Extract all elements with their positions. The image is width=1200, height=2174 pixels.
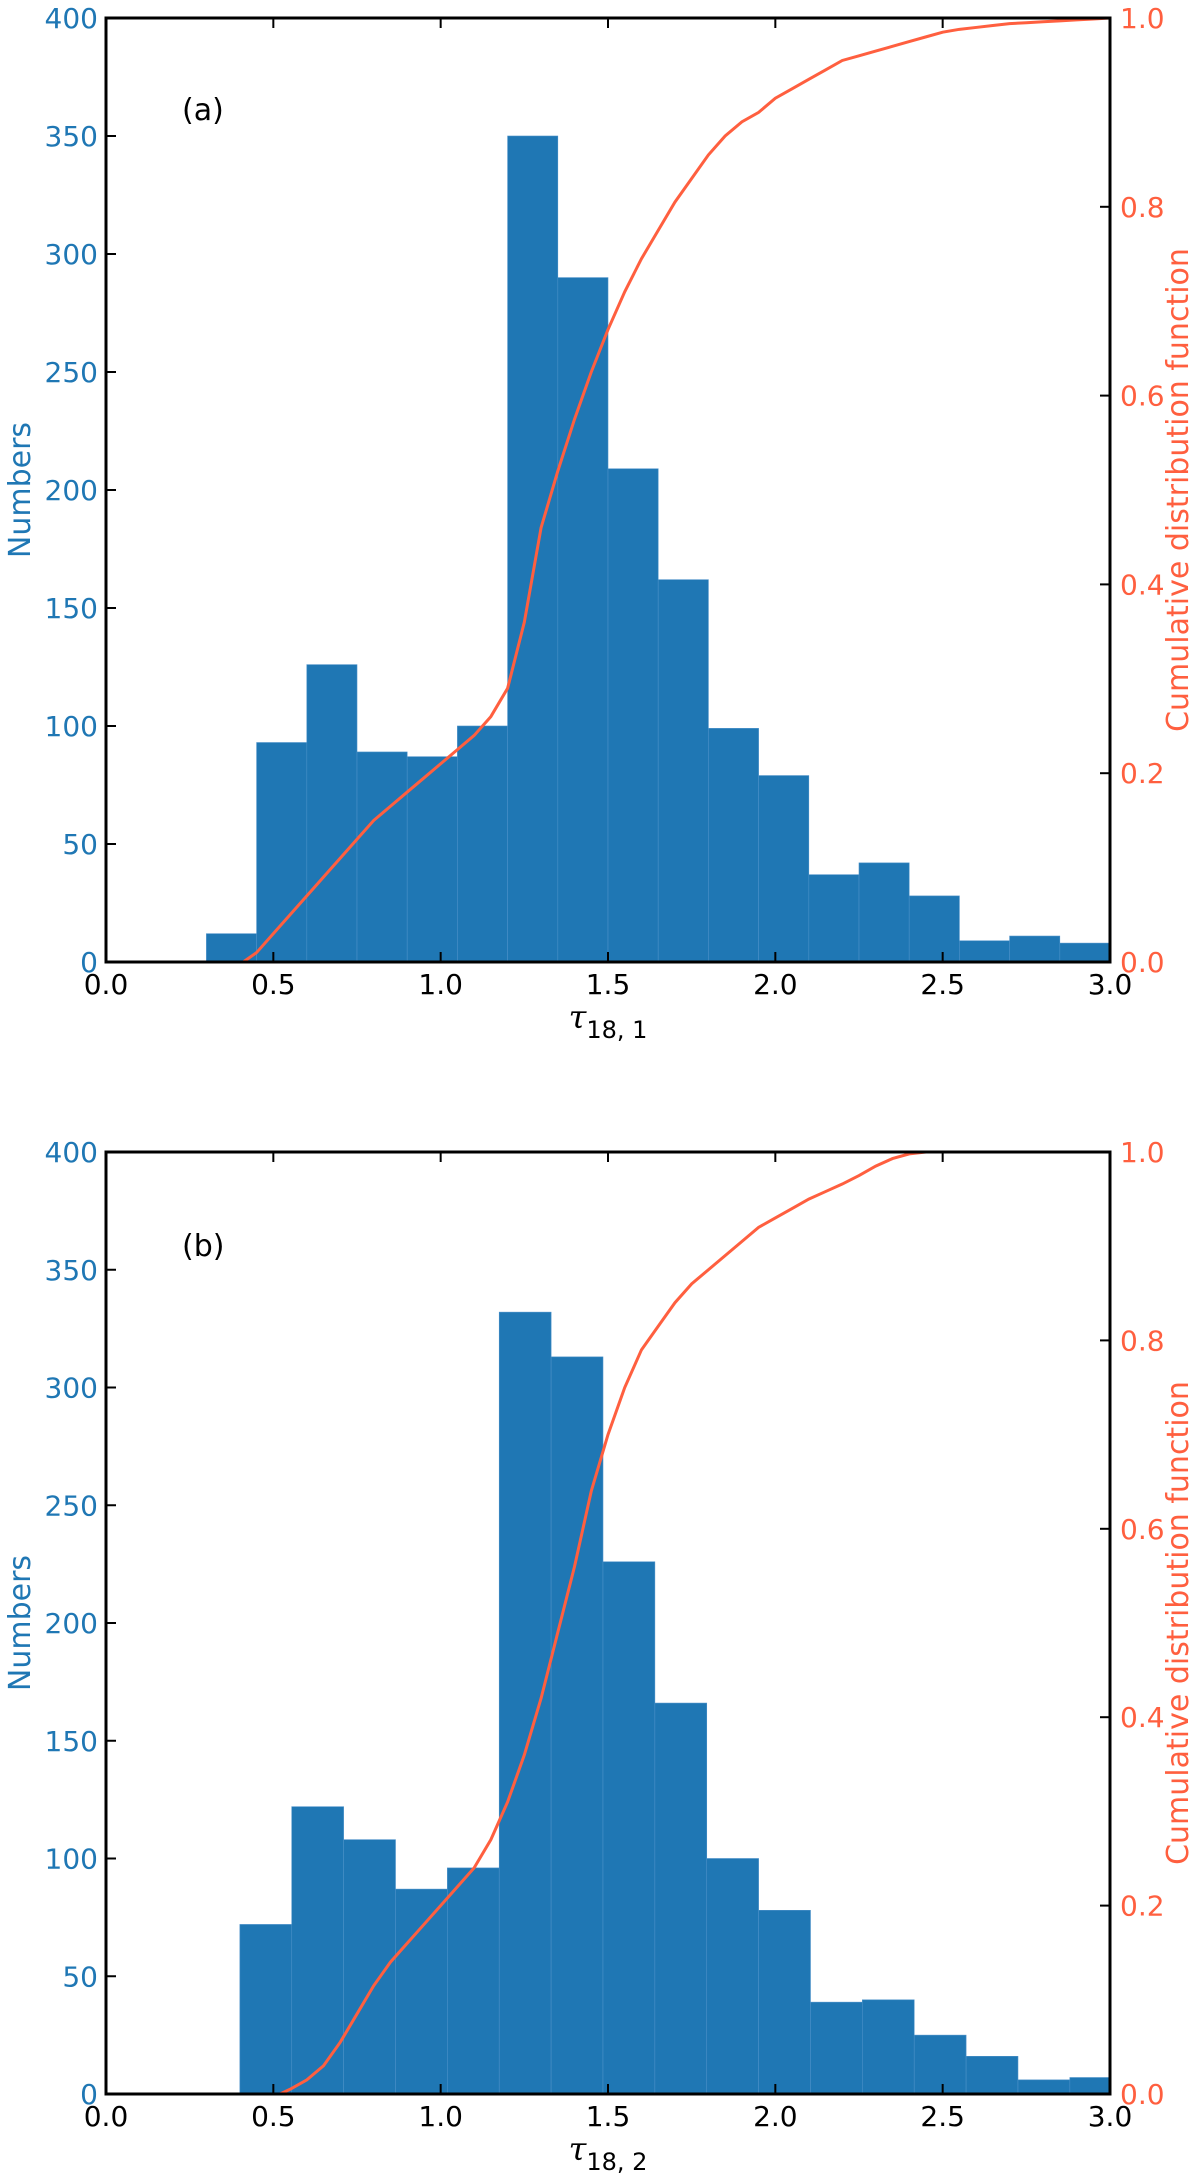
- x-tick-label: 0.0: [84, 968, 129, 1001]
- y-axis-label-left: Numbers: [3, 1555, 38, 1691]
- histogram-bar: [550, 1356, 604, 2094]
- y-tick-label-left: 0: [80, 2078, 98, 2111]
- chart-panel-b: 0.0 0.5 1.0 1.5 2.0 2.5 3.0 0 50 100 150 200 250 300 3…: [3, 1136, 1196, 2174]
- histogram-bars: [206, 135, 1110, 962]
- histogram-bar: [708, 728, 759, 962]
- y-axis-label-left: Numbers: [3, 422, 38, 558]
- y-tick-label-right: 0.8: [1120, 1324, 1165, 1357]
- histogram-bar: [356, 751, 408, 962]
- histogram-bar: [1069, 2077, 1110, 2094]
- histogram-bar: [1059, 942, 1110, 962]
- x-tick-label: 2.0: [753, 968, 798, 1001]
- y-axis-label-right: Cumulative distribution function: [1161, 1381, 1196, 1865]
- histogram-bar: [256, 742, 308, 962]
- y-tick-label-right: 0.4: [1120, 1701, 1165, 1734]
- x-tick-label: 1.5: [586, 2100, 631, 2133]
- histogram-bar: [810, 2001, 863, 2094]
- histogram-bar: [306, 664, 358, 962]
- y-tick-label-right: 0.2: [1120, 757, 1165, 790]
- histogram-bar: [291, 1806, 344, 2094]
- histogram-bar: [965, 2056, 1019, 2094]
- x-axis-label-subscript: 18, 1: [586, 1016, 647, 1044]
- x-tick-label: 2.0: [753, 2100, 798, 2133]
- y-tick-label-right: 1.0: [1120, 2, 1165, 35]
- histogram-bar: [239, 1924, 293, 2094]
- x-axis-label: τ18, 2: [569, 2130, 648, 2174]
- histogram-bar: [862, 1999, 915, 2094]
- histogram-bar: [706, 1858, 759, 2094]
- y-tick-label-left: 150: [45, 592, 98, 625]
- histogram-bar: [447, 1867, 500, 2094]
- histogram-bar: [758, 775, 810, 962]
- histogram-bar: [498, 1311, 552, 2094]
- histogram-bar: [808, 874, 860, 962]
- histogram-bar: [507, 135, 559, 962]
- histogram-bars: [239, 1311, 1110, 2094]
- y-tick-label-left: 200: [45, 1607, 98, 1640]
- y-tick-label-left: 350: [45, 120, 98, 153]
- y-tick-label-right: 0.6: [1120, 380, 1165, 413]
- y-axis-label-right: Cumulative distribution function: [1161, 248, 1196, 732]
- x-tick-label: 0.0: [84, 2100, 129, 2133]
- cdf-line: [242, 18, 1110, 962]
- x-tick-label: 2.5: [920, 2100, 965, 2133]
- y-tick-label-right: 0.4: [1120, 568, 1165, 601]
- y-tick-label-left: 350: [45, 1254, 98, 1287]
- x-tick-label: 1.0: [418, 968, 463, 1001]
- x-tick-label: 1.5: [586, 968, 631, 1001]
- x-tick-label: 0.5: [251, 2100, 296, 2133]
- y-tick-label-left: 250: [45, 356, 98, 389]
- histogram-bar: [395, 1888, 448, 2094]
- y-tick-label-left: 50: [62, 828, 98, 861]
- y-tick-label-right: 0.8: [1120, 191, 1165, 224]
- y-tick-label-left: 200: [45, 474, 98, 507]
- y-tick-label-left: 400: [45, 1136, 98, 1169]
- y-tick-label-right: 0.0: [1120, 2078, 1165, 2111]
- histogram-bar: [654, 1702, 708, 2094]
- y-tick-label-left: 150: [45, 1725, 98, 1758]
- x-axis-label: τ18, 1: [569, 998, 648, 1044]
- histogram-bar: [913, 2034, 967, 2094]
- chart-panel-a: 0.0 0.5 1.0 1.5 2.0 2.5 3.0 0 50 100 150 200 250 300 3…: [3, 2, 1196, 1044]
- x-axis-label-subscript: 18, 2: [586, 2148, 647, 2174]
- y-tick-label-right: 1.0: [1120, 1136, 1165, 1169]
- y-tick-label-right: 0.6: [1120, 1513, 1165, 1546]
- y-tick-label-left: 300: [45, 238, 98, 271]
- histogram-bar: [557, 277, 609, 962]
- histogram-bar: [607, 468, 659, 962]
- histogram-bar: [657, 579, 709, 962]
- y-tick-label-left: 100: [45, 710, 98, 743]
- y-tick-label-right: 0.2: [1120, 1890, 1165, 1923]
- histogram-bar: [758, 1910, 811, 2094]
- y-tick-label-left: 250: [45, 1489, 98, 1522]
- histogram-bar: [406, 756, 458, 962]
- histogram-bar: [1009, 935, 1061, 962]
- y-tick-label-left: 0: [80, 946, 98, 979]
- histogram-bar: [457, 725, 508, 962]
- y-tick-label-right: 0.0: [1120, 946, 1165, 979]
- histogram-bar: [908, 895, 960, 962]
- x-tick-label: 1.0: [418, 2100, 463, 2133]
- histogram-bar: [858, 862, 910, 962]
- histogram-bar: [602, 1561, 656, 2094]
- y-tick-label-left: 300: [45, 1372, 98, 1405]
- histogram-bar: [1017, 2079, 1071, 2094]
- panel-label: (b): [182, 1229, 224, 1264]
- y-tick-label-left: 50: [62, 1960, 98, 1993]
- y-tick-label-left: 100: [45, 1843, 98, 1876]
- y-tick-label-left: 400: [45, 2, 98, 35]
- x-tick-label: 3.0: [1088, 2100, 1133, 2133]
- x-tick-label: 0.5: [251, 968, 296, 1001]
- x-tick-label: 2.5: [920, 968, 965, 1001]
- histogram-bar: [959, 940, 1010, 962]
- panel-label: (a): [182, 93, 224, 128]
- x-tick-label: 3.0: [1088, 968, 1133, 1001]
